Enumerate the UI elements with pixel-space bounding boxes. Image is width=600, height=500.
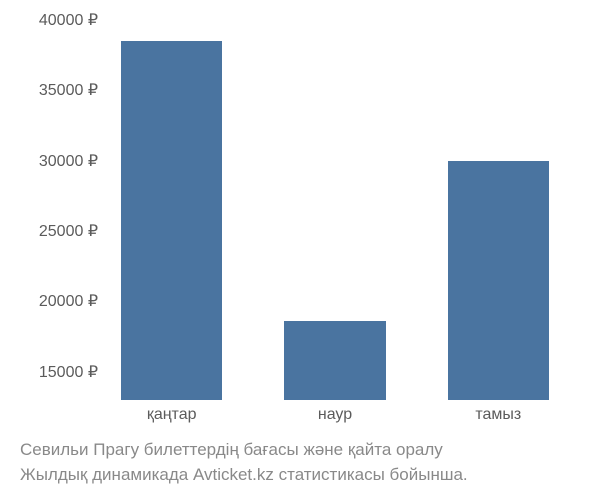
y-tick-label: 40000 ₽: [18, 10, 98, 30]
x-tick-label: тамыз: [475, 406, 521, 424]
bar: [121, 41, 222, 400]
chart-caption: Севильи Прагу билеттердің бағасы және қа…: [20, 438, 468, 487]
y-tick-label: 20000 ₽: [18, 291, 98, 311]
y-tick-label: 25000 ₽: [18, 221, 98, 241]
y-tick-label: 15000 ₽: [18, 362, 98, 382]
bar: [284, 321, 385, 400]
plot-area: [90, 20, 580, 400]
bar-chart: [90, 20, 580, 400]
chart-container: 15000 ₽ 20000 ₽ 25000 ₽ 30000 ₽ 35000 ₽ 40000…: [0, 0, 600, 500]
y-tick-label: 30000 ₽: [18, 151, 98, 171]
y-tick-label: 35000 ₽: [18, 80, 98, 100]
x-tick-label: наур: [318, 406, 352, 424]
caption-line-2: Жылдық динамикада Avticket.kz статистика…: [20, 465, 468, 484]
caption-line-1: Севильи Прагу билеттердің бағасы және қа…: [20, 440, 443, 459]
x-tick-label: қаңтар: [147, 406, 197, 424]
bar: [448, 161, 549, 400]
